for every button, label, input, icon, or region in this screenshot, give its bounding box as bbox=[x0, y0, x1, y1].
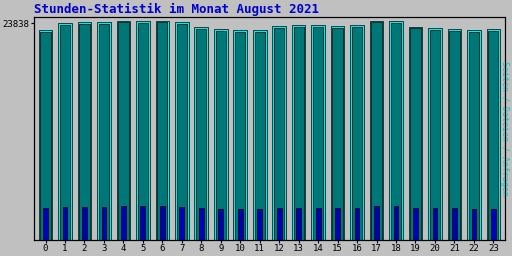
Bar bbox=[467, 30, 481, 240]
Bar bbox=[374, 206, 379, 240]
Bar bbox=[277, 208, 282, 240]
Bar bbox=[355, 208, 359, 240]
Bar bbox=[58, 23, 72, 240]
Bar bbox=[394, 206, 398, 240]
Bar bbox=[196, 29, 206, 240]
Bar bbox=[199, 208, 204, 240]
Bar bbox=[332, 28, 343, 240]
Bar bbox=[472, 209, 476, 240]
Bar bbox=[140, 206, 145, 240]
Bar bbox=[391, 23, 401, 240]
Bar bbox=[331, 26, 345, 240]
Bar bbox=[335, 208, 340, 240]
Bar bbox=[235, 31, 245, 240]
Bar bbox=[136, 21, 150, 240]
Bar bbox=[78, 23, 91, 240]
Bar bbox=[233, 30, 247, 240]
Bar bbox=[219, 209, 223, 240]
Bar bbox=[138, 23, 148, 240]
Bar bbox=[101, 207, 106, 240]
Bar bbox=[43, 208, 48, 240]
Bar bbox=[216, 31, 226, 240]
Bar bbox=[316, 208, 321, 240]
Bar bbox=[488, 31, 499, 240]
Bar bbox=[371, 23, 381, 240]
Bar bbox=[469, 31, 479, 240]
Bar bbox=[389, 21, 403, 240]
Bar bbox=[40, 31, 51, 240]
Bar bbox=[156, 21, 169, 240]
Bar bbox=[409, 27, 422, 240]
Bar bbox=[254, 31, 265, 240]
Bar bbox=[296, 208, 301, 240]
Bar bbox=[118, 23, 129, 240]
Bar bbox=[82, 207, 87, 240]
Bar bbox=[160, 206, 165, 240]
Bar bbox=[272, 26, 286, 240]
Bar bbox=[413, 208, 418, 240]
Bar bbox=[350, 25, 364, 240]
Bar bbox=[60, 25, 70, 240]
Bar bbox=[292, 25, 306, 240]
Bar bbox=[79, 24, 90, 240]
Bar bbox=[62, 207, 68, 240]
Bar bbox=[370, 21, 383, 240]
Bar bbox=[450, 31, 460, 240]
Bar bbox=[195, 27, 208, 240]
Bar bbox=[117, 21, 130, 240]
Bar bbox=[274, 28, 284, 240]
Bar bbox=[452, 208, 457, 240]
Bar bbox=[177, 24, 187, 240]
Bar bbox=[97, 22, 111, 240]
Bar bbox=[430, 30, 440, 240]
Bar bbox=[428, 28, 442, 240]
Bar bbox=[486, 29, 500, 240]
Bar bbox=[179, 207, 184, 240]
Bar bbox=[491, 209, 496, 240]
Bar bbox=[311, 25, 325, 240]
Bar bbox=[447, 29, 461, 240]
Bar bbox=[175, 23, 188, 240]
Bar bbox=[352, 27, 362, 240]
Bar bbox=[39, 30, 52, 240]
Bar bbox=[121, 206, 126, 240]
Bar bbox=[253, 30, 267, 240]
Bar bbox=[313, 27, 323, 240]
Text: Stunden-Statistik im Monat August 2021: Stunden-Statistik im Monat August 2021 bbox=[34, 3, 319, 16]
Bar bbox=[238, 209, 243, 240]
Bar bbox=[258, 209, 262, 240]
Bar bbox=[157, 23, 167, 240]
Bar bbox=[433, 208, 437, 240]
Bar bbox=[214, 29, 227, 240]
Bar bbox=[411, 28, 420, 240]
Y-axis label: Seiten / Dateien / Anfragen: Seiten / Dateien / Anfragen bbox=[500, 61, 509, 196]
Bar bbox=[99, 24, 109, 240]
Bar bbox=[293, 27, 304, 240]
